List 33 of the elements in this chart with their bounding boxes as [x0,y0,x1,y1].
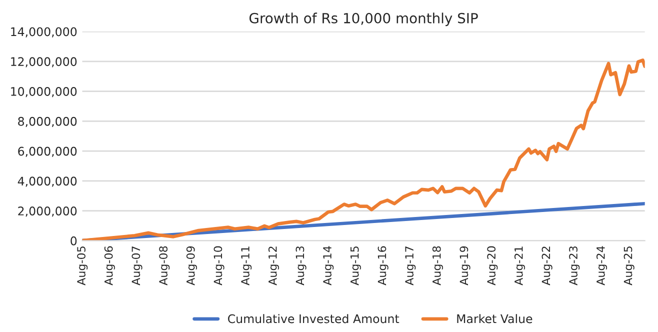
x-tick-label: Aug-19 [460,246,470,286]
y-tick-label: 6,000,000 [18,146,77,157]
line-series [82,58,645,241]
y-tick-label: 2,000,000 [18,206,77,217]
x-tick-label: Aug-14 [323,246,334,286]
legend-label: Cumulative Invested Amount [228,314,400,324]
y-tick-label: 8,000,000 [18,116,77,128]
x-tick-label: Aug-05 [77,246,88,286]
x-tick-label: Aug-07 [132,246,142,286]
x-tick-label: Aug-25 [624,246,634,286]
y-tick-label: 0 [70,236,77,246]
x-tick-label: Aug-06 [104,246,115,286]
x-tick-label: Aug-16 [378,246,388,286]
legend-label: Market Value [457,314,532,324]
x-tick-label: Aug-15 [350,246,361,286]
chart-title: Growth of Rs 10,000 monthly SIP [250,12,478,26]
x-tick-label: Aug-12 [268,246,279,286]
x-tick-label: Aug-17 [405,246,416,286]
y-tick-label: 12,000,000 [11,57,77,68]
x-tick-label: Aug-08 [159,246,170,286]
x-tick-label: Aug-18 [432,246,443,286]
x-tick-label: Aug-13 [296,246,306,286]
x-tick-label: Aug-21 [514,246,526,286]
y-tick-label: 14,000,000 [11,27,77,38]
y-tick-label: 10,000,000 [11,87,77,98]
x-tick-label: Aug-11 [241,246,252,286]
x-tick-label: Aug-10 [214,246,224,286]
x-tick-label: Aug-09 [186,246,197,286]
x-tick-label: Aug-20 [487,246,498,286]
x-tick-label: Aug-23 [569,246,580,286]
y-tick-label: 4,000,000 [18,176,77,187]
x-tick-label: Aug-22 [542,246,552,286]
x-tick-label: Aug-24 [596,246,608,286]
